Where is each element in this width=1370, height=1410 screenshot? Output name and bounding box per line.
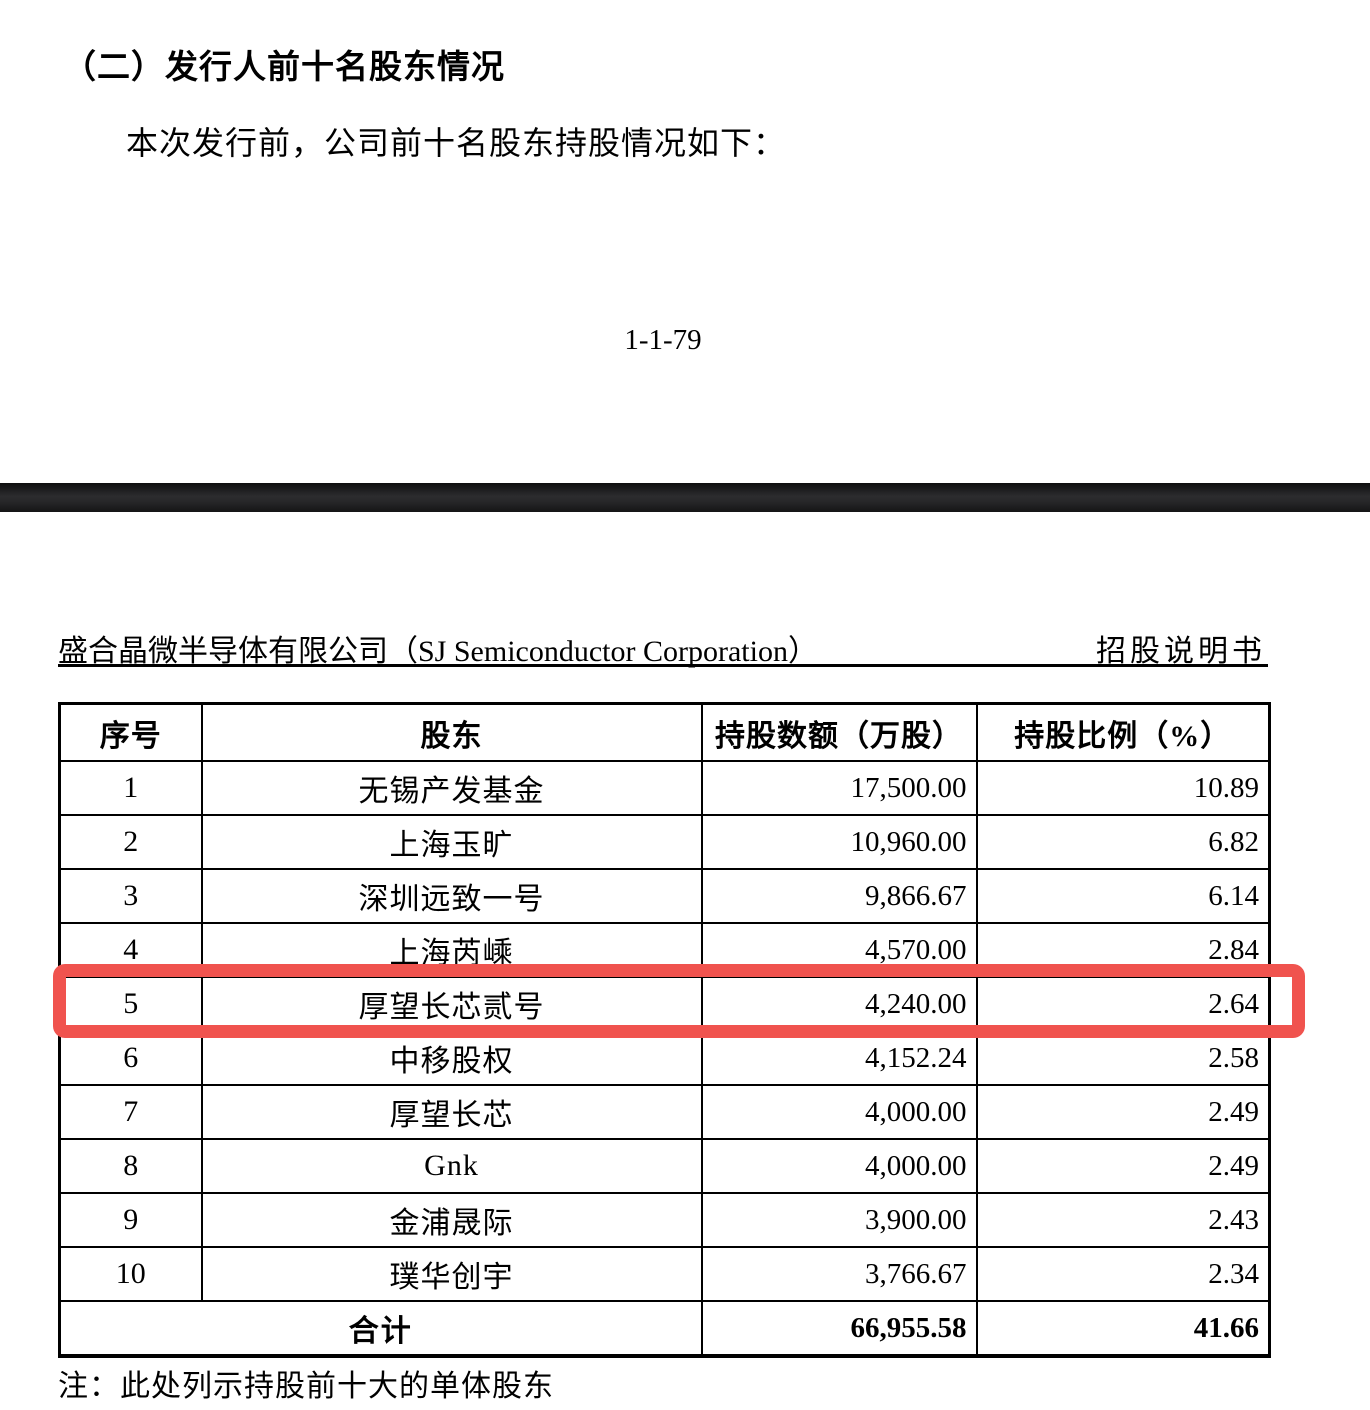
rank-cell: 1	[58, 760, 203, 816]
page-separator-bar	[0, 483, 1370, 512]
ratio-cell: 2.34	[975, 1246, 1271, 1302]
page-header-doctype: 招股说明书	[1096, 635, 1266, 668]
shares-cell: 3,766.67	[700, 1246, 978, 1302]
ratio-cell: 2.84	[975, 922, 1271, 978]
column-header-shares: 持股数额（万股）	[700, 702, 978, 762]
shareholder-cell: 厚望长芯	[200, 1084, 703, 1140]
shareholder-cell: 中移股权	[200, 1030, 703, 1086]
page-header-rule	[58, 664, 1268, 667]
shares-cell: 4,000.00	[700, 1084, 978, 1140]
ratio-cell: 2.49	[975, 1138, 1271, 1194]
intro-paragraph: 本次发行前，公司前十名股东持股情况如下：	[126, 125, 787, 161]
ratio-cell: 6.14	[975, 868, 1271, 924]
rank-cell: 8	[58, 1138, 203, 1194]
shareholder-cell: 上海芮嵊	[200, 922, 703, 978]
table-row: 5 厚望长芯贰号 4,240.00 2.64	[58, 976, 1271, 1032]
shareholder-cell: 深圳远致一号	[200, 868, 703, 924]
shareholder-cell: 厚望长芯贰号	[200, 976, 703, 1032]
ratio-cell: 2.58	[975, 1030, 1271, 1086]
page-number: 1-1-79	[624, 324, 702, 356]
table-row: 7 厚望长芯 4,000.00 2.49	[58, 1084, 1271, 1140]
table-row: 2 上海玉旷 10,960.00 6.82	[58, 814, 1271, 870]
ratio-cell: 6.82	[975, 814, 1271, 870]
total-label-cell: 合计	[58, 1300, 703, 1358]
table-footnote: 注：此处列示持股前十大的单体股东	[58, 1370, 554, 1403]
ratio-cell: 2.64	[975, 976, 1271, 1032]
rank-cell: 2	[58, 814, 203, 870]
total-ratio-cell: 41.66	[975, 1300, 1271, 1358]
table-row: 6 中移股权 4,152.24 2.58	[58, 1030, 1271, 1086]
rank-cell: 6	[58, 1030, 203, 1086]
shareholder-cell: 璞华创宇	[200, 1246, 703, 1302]
rank-cell: 10	[58, 1246, 203, 1302]
total-shares-cell: 66,955.58	[700, 1300, 978, 1358]
rank-cell: 9	[58, 1192, 203, 1248]
ratio-cell: 10.89	[975, 760, 1271, 816]
table-body: 1 无锡产发基金 17,500.00 10.89 2 上海玉旷 10,960.00 6.82 3…	[58, 760, 1271, 1302]
shareholders-table-container: 序号 股东 持股数额（万股） 持股比例（%） 1 无锡产发基金 17,500.00 1…	[58, 702, 1271, 1358]
column-header-rank: 序号	[58, 702, 203, 762]
column-header-shareholder: 股东	[200, 702, 703, 762]
shares-cell: 4,152.24	[700, 1030, 978, 1086]
shares-cell: 9,866.67	[700, 868, 978, 924]
shares-cell: 17,500.00	[700, 760, 978, 816]
section-heading: （二）发行人前十名股东情况	[63, 48, 505, 85]
shareholder-cell: 无锡产发基金	[200, 760, 703, 816]
table-total-row: 合计 66,955.58 41.66	[58, 1300, 1271, 1358]
rank-cell: 7	[58, 1084, 203, 1140]
table-row: 1 无锡产发基金 17,500.00 10.89	[58, 760, 1271, 816]
ratio-cell: 2.43	[975, 1192, 1271, 1248]
shares-cell: 3,900.00	[700, 1192, 978, 1248]
shares-cell: 4,240.00	[700, 976, 978, 1032]
shareholder-cell: 上海玉旷	[200, 814, 703, 870]
table-row: 3 深圳远致一号 9,866.67 6.14	[58, 868, 1271, 924]
shareholder-cell: Gnk	[200, 1138, 703, 1194]
shareholders-table: 序号 股东 持股数额（万股） 持股比例（%） 1 无锡产发基金 17,500.00 1…	[58, 702, 1271, 1358]
shares-cell: 10,960.00	[700, 814, 978, 870]
ratio-cell: 2.49	[975, 1084, 1271, 1140]
rank-cell: 5	[58, 976, 203, 1032]
shares-cell: 4,570.00	[700, 922, 978, 978]
rank-cell: 4	[58, 922, 203, 978]
shares-cell: 4,000.00	[700, 1138, 978, 1194]
page-header-company: 盛合晶微半导体有限公司（SJ Semiconductor Corporation…	[58, 635, 818, 668]
table-row: 9 金浦晟际 3,900.00 2.43	[58, 1192, 1271, 1248]
rank-cell: 3	[58, 868, 203, 924]
column-header-ratio: 持股比例（%）	[975, 702, 1271, 762]
table-header-row: 序号 股东 持股数额（万股） 持股比例（%）	[58, 702, 1271, 762]
table-row: 4 上海芮嵊 4,570.00 2.84	[58, 922, 1271, 978]
table-row: 8 Gnk 4,000.00 2.49	[58, 1138, 1271, 1194]
shareholder-cell: 金浦晟际	[200, 1192, 703, 1248]
table-row: 10 璞华创宇 3,766.67 2.34	[58, 1246, 1271, 1302]
